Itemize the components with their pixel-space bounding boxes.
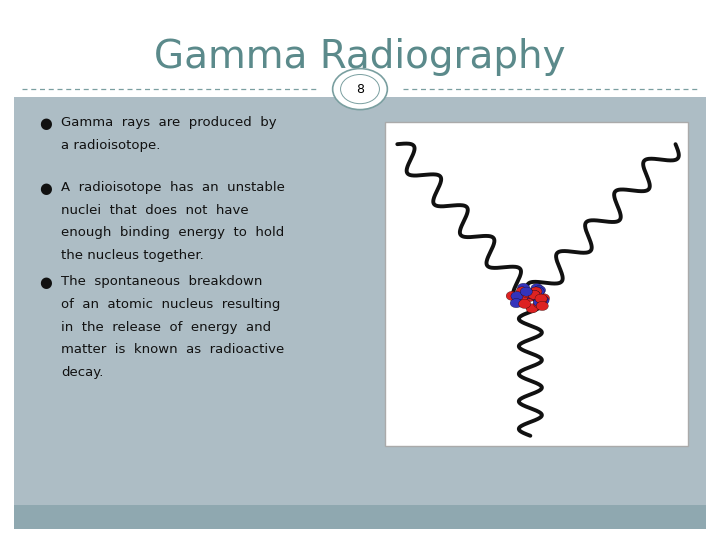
Circle shape [528, 291, 541, 300]
Text: Gamma  rays  are  produced  by: Gamma rays are produced by [61, 116, 276, 129]
Circle shape [517, 298, 529, 307]
Circle shape [341, 75, 379, 104]
Text: of  an  atomic  nucleus  resulting: of an atomic nucleus resulting [61, 298, 281, 311]
Circle shape [510, 299, 523, 308]
Text: a radioisotope.: a radioisotope. [61, 139, 161, 152]
Circle shape [534, 299, 546, 308]
Circle shape [520, 287, 532, 296]
Text: nuclei  that  does  not  have: nuclei that does not have [61, 204, 249, 217]
Text: the nucleus together.: the nucleus together. [61, 249, 204, 262]
Text: Gamma Radiography: Gamma Radiography [154, 38, 566, 76]
Circle shape [521, 288, 534, 298]
Text: The  spontaneous  breakdown: The spontaneous breakdown [61, 275, 263, 288]
Circle shape [523, 293, 535, 302]
Circle shape [535, 295, 547, 305]
Circle shape [534, 286, 546, 295]
FancyBboxPatch shape [14, 97, 706, 529]
Circle shape [525, 292, 537, 301]
Circle shape [518, 284, 530, 293]
Circle shape [536, 294, 549, 303]
Text: ●: ● [40, 116, 53, 131]
Text: 8: 8 [356, 83, 364, 96]
Text: decay.: decay. [61, 366, 104, 379]
Circle shape [526, 304, 539, 313]
Text: ●: ● [40, 275, 53, 291]
Circle shape [536, 301, 549, 310]
Circle shape [333, 69, 387, 110]
Text: A  radioisotope  has  an  unstable: A radioisotope has an unstable [61, 181, 285, 194]
Circle shape [515, 294, 527, 303]
Text: ●: ● [40, 181, 53, 196]
Text: enough  binding  energy  to  hold: enough binding energy to hold [61, 226, 284, 239]
Circle shape [530, 287, 542, 296]
Circle shape [535, 294, 547, 303]
Circle shape [537, 294, 549, 303]
Circle shape [531, 284, 543, 293]
Circle shape [518, 299, 531, 308]
Circle shape [528, 290, 540, 299]
Text: in  the  release  of  energy  and: in the release of energy and [61, 321, 271, 334]
Text: matter  is  known  as  radioactive: matter is known as radioactive [61, 343, 284, 356]
Circle shape [511, 292, 523, 301]
Circle shape [532, 287, 544, 296]
Circle shape [537, 296, 549, 305]
Circle shape [506, 291, 518, 300]
Circle shape [534, 298, 546, 307]
Circle shape [516, 287, 528, 296]
Circle shape [521, 290, 533, 299]
FancyBboxPatch shape [14, 505, 706, 529]
FancyBboxPatch shape [385, 122, 688, 446]
